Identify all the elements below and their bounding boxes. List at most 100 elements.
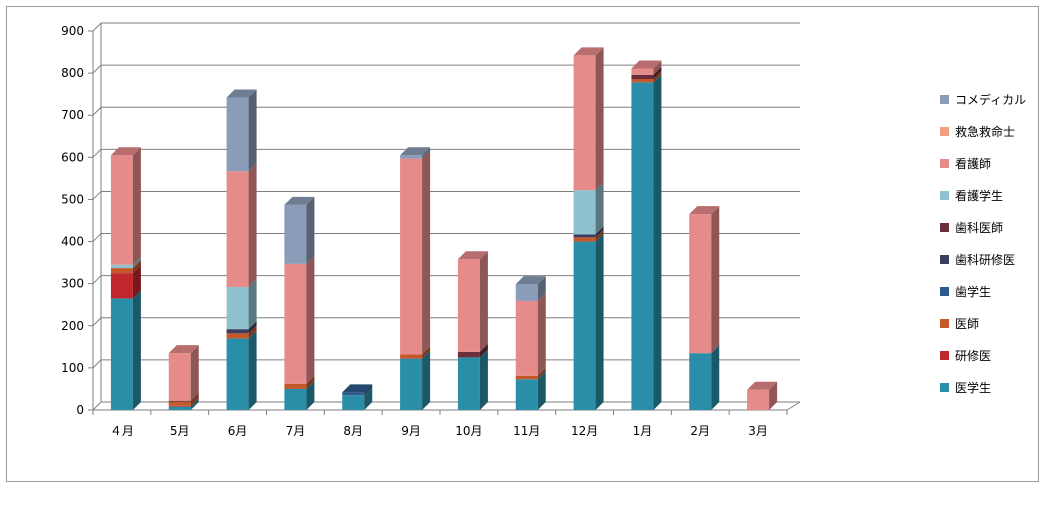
bar-segment bbox=[284, 263, 307, 384]
bar-segment-side bbox=[422, 147, 431, 159]
bar-segment-top bbox=[747, 381, 778, 390]
bar-segment-side bbox=[248, 163, 257, 288]
x-tick-label: 12月 bbox=[571, 424, 598, 438]
legend-swatch bbox=[940, 351, 949, 360]
bar-segment-side bbox=[248, 321, 257, 334]
bar-segment bbox=[631, 82, 654, 411]
legend-swatch bbox=[940, 127, 949, 136]
bar-segment bbox=[573, 241, 596, 410]
legend-swatch bbox=[940, 159, 949, 168]
bar-segment bbox=[573, 55, 596, 191]
bar-segment-top bbox=[110, 147, 141, 156]
bar-segment-top bbox=[573, 47, 604, 56]
bar-segment-side bbox=[248, 330, 257, 410]
legend-swatch bbox=[940, 287, 949, 296]
bar-segment-side bbox=[422, 350, 431, 410]
bar-segment-top bbox=[168, 345, 199, 354]
bar-segment bbox=[515, 300, 538, 376]
bar-segment-side bbox=[595, 233, 604, 410]
legend-swatch bbox=[940, 95, 949, 104]
legend-label: コメディカル bbox=[955, 92, 1026, 107]
bar-segment bbox=[400, 354, 423, 359]
bar-segment bbox=[168, 400, 191, 402]
y-tick-label: 500 bbox=[61, 192, 84, 206]
bar-segment-side bbox=[132, 260, 141, 274]
x-tick-label: 8月 bbox=[343, 424, 363, 438]
bar-segment bbox=[110, 155, 133, 265]
gridline-side bbox=[92, 275, 102, 285]
bar-segment-side bbox=[306, 375, 315, 389]
bar-segment-side bbox=[132, 290, 141, 410]
bar-segment-side bbox=[595, 182, 604, 235]
x-tick-label: 7月 bbox=[286, 424, 306, 438]
bar-segment bbox=[515, 379, 538, 410]
bar-segment-side bbox=[422, 150, 431, 355]
bar-segment-side bbox=[479, 251, 488, 352]
bar-segment-side bbox=[306, 196, 315, 264]
bar-segment bbox=[110, 298, 133, 410]
bar-segment bbox=[110, 268, 133, 274]
legend-label: 救急救命士 bbox=[955, 124, 1015, 139]
x-tick-label: 6月 bbox=[228, 424, 248, 438]
bar-segment bbox=[226, 171, 249, 288]
bar-segment bbox=[226, 333, 249, 339]
bar-segment-side bbox=[595, 47, 604, 191]
axes bbox=[88, 23, 801, 415]
bar-segment bbox=[168, 353, 191, 401]
y-tick-label: 0 bbox=[76, 403, 84, 417]
bar-segment bbox=[110, 264, 133, 269]
y-tick-label: 900 bbox=[61, 24, 84, 38]
bar-segment-side bbox=[132, 256, 141, 269]
bar-segment-side bbox=[306, 380, 315, 410]
bar-segment bbox=[689, 214, 712, 354]
legend-label: 研修医 bbox=[955, 348, 991, 363]
bar-segment-side bbox=[479, 349, 488, 410]
bar-segment-side bbox=[248, 89, 257, 172]
bar-segment-side bbox=[537, 276, 546, 301]
legend-swatch bbox=[940, 223, 949, 232]
legend-label: 歯学生 bbox=[955, 284, 991, 299]
bar-segment bbox=[400, 358, 423, 410]
bar-segment-top bbox=[284, 196, 315, 205]
bar-segment-side bbox=[248, 279, 257, 330]
bar-segment bbox=[284, 383, 307, 389]
bar-segment-side bbox=[364, 387, 373, 410]
bar-segment-top bbox=[226, 89, 257, 98]
bar-segment-top bbox=[342, 384, 373, 393]
bar-segment bbox=[168, 406, 191, 410]
bar-segment bbox=[226, 97, 249, 172]
gridline-side bbox=[92, 22, 102, 32]
bar-segment-side bbox=[595, 229, 604, 242]
bar-segment bbox=[342, 392, 365, 396]
bar-segment-side bbox=[306, 255, 315, 384]
bar-segment-side bbox=[132, 265, 141, 299]
bar-segment-top bbox=[689, 206, 720, 215]
bar-segment-side bbox=[364, 384, 373, 396]
x-tick-label: 1月 bbox=[633, 424, 653, 438]
bar-segment-side bbox=[190, 392, 199, 402]
gridline-side bbox=[92, 191, 102, 200]
bar-segment bbox=[168, 405, 191, 407]
bar-segment-top bbox=[515, 276, 546, 285]
bar-segment-top bbox=[457, 251, 488, 260]
bar-segment bbox=[342, 395, 365, 410]
bar-segment-side bbox=[711, 345, 720, 410]
y-tick-label: 100 bbox=[61, 361, 84, 375]
bar-segment-side bbox=[479, 343, 488, 358]
bar-segment bbox=[226, 338, 249, 410]
bar-segment-side bbox=[537, 371, 546, 410]
bar-segment-top bbox=[631, 60, 662, 69]
y-tick-label: 800 bbox=[61, 66, 84, 80]
x-tick-label: 10月 bbox=[455, 424, 482, 438]
bar-segment-side bbox=[653, 74, 662, 411]
bar-segment bbox=[631, 79, 654, 83]
bar-segment-side bbox=[653, 71, 662, 83]
bar-segment-side bbox=[711, 206, 720, 354]
bar-segment bbox=[573, 234, 596, 238]
legend-label: 看護学生 bbox=[955, 188, 1003, 203]
gridlines bbox=[92, 22, 800, 411]
x-tick-label: 9月 bbox=[401, 424, 421, 438]
bar-segment bbox=[168, 401, 191, 406]
bar-segment-side bbox=[422, 346, 431, 359]
